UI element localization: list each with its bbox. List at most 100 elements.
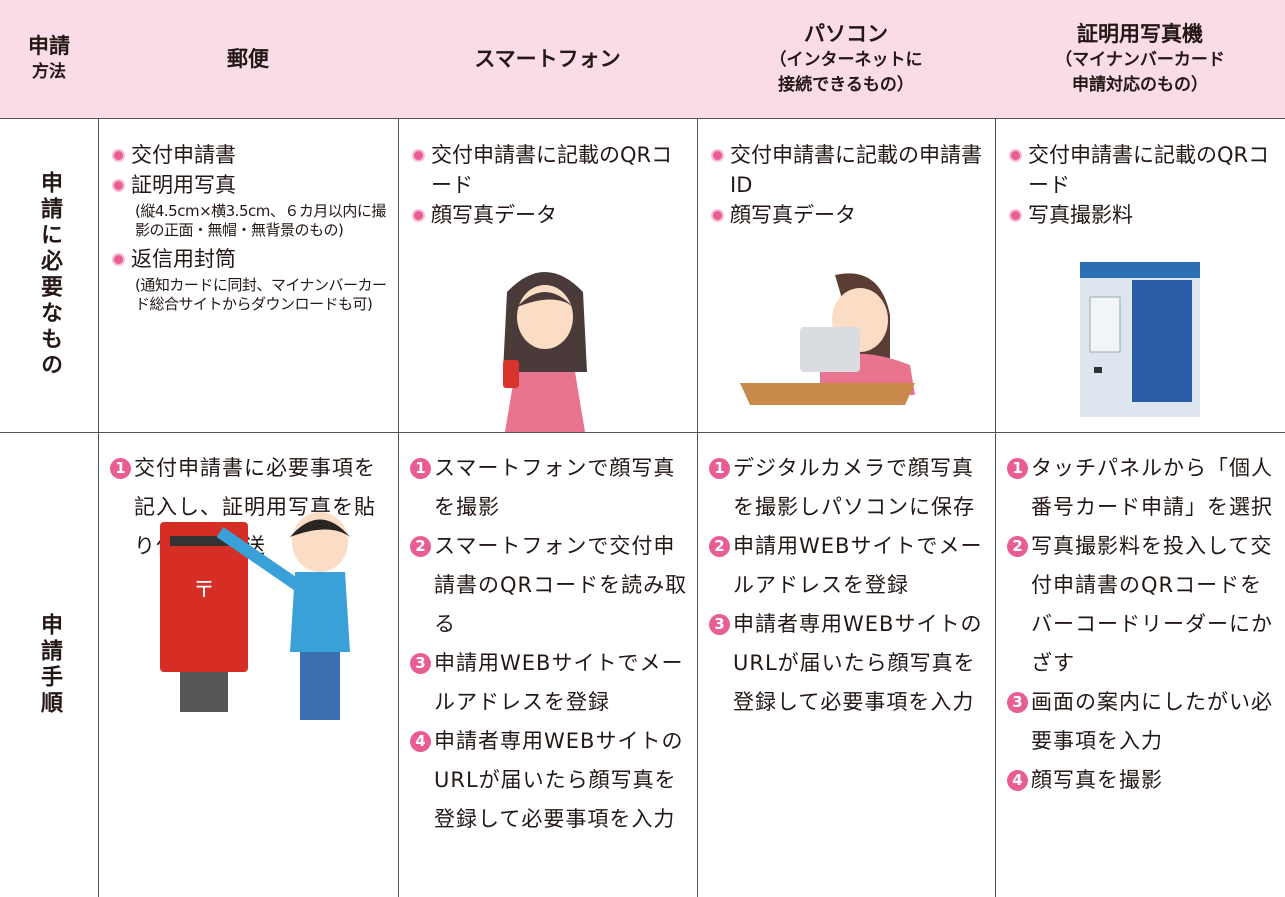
step: 4 申請者専用WEBサイトのURLが届いたら顔写真を登録して必要事項を入力: [410, 722, 689, 839]
step-number: 1: [709, 458, 730, 479]
header-cell: パソコン （インターネットに 接続できるもの）: [697, 0, 995, 118]
item-note: (縦4.5cm×横3.5cm、６カ月以内に撮影の正面・無帽・無背景のもの): [135, 202, 386, 239]
step-number: 1: [110, 458, 131, 479]
row-label: 申請に必要なもの: [0, 118, 98, 432]
photo-booth-illustration: [1080, 262, 1200, 417]
border: [995, 0, 996, 897]
border: [0, 432, 1285, 433]
item-text: 顔写真データ: [730, 203, 856, 227]
step-number: 2: [410, 536, 431, 557]
step: 2 写真撮影料を投入して交付申請書のQRコードをバーコードリーダーにかざす: [1007, 527, 1277, 683]
smartphone-illustration: [503, 272, 587, 432]
item: 交付申請書に記載の申請書ID: [709, 140, 987, 200]
item: 写真撮影料: [1007, 200, 1277, 230]
header-text: （マイナンバーカード: [1055, 49, 1225, 70]
item: 顔写真データ: [410, 200, 689, 230]
item: 証明用写真: [110, 170, 390, 200]
item-text: 交付申請書に記載の申請書ID: [730, 143, 982, 197]
step-number: 1: [1007, 458, 1028, 479]
header-text: 接続できるもの）: [778, 74, 914, 95]
svg-text:〒: 〒: [193, 578, 215, 603]
step-text: 画面の案内にしたがい必要事項を入力: [1031, 690, 1273, 753]
cell: 1 スマートフォンで顔写真を撮影 2 スマートフォンで交付申請書のQRコードを読み取る…: [410, 449, 689, 839]
bullet: [114, 181, 123, 190]
step-number: 4: [1007, 770, 1028, 791]
bullet: [713, 211, 722, 220]
item-note: (通知カードに同封、マイナンバーカード総合サイトからダウンロードも可): [135, 276, 387, 313]
border: [0, 118, 1285, 119]
step-text: 写真撮影料を投入して交付申請書のQRコードをバーコードリーダーにかざす: [1031, 534, 1273, 675]
header-text: パソコン: [804, 21, 888, 46]
item-text: 交付申請書に記載のQRコード: [431, 143, 673, 197]
header-cell: 郵便: [98, 0, 398, 118]
step: 2 申請用WEBサイトでメールアドレスを登録: [709, 527, 987, 605]
step-text: 申請用WEBサイトでメールアドレスを登録: [434, 651, 684, 714]
cell: 交付申請書に記載のQRコード写真撮影料: [1007, 140, 1277, 230]
cell: 1 デジタルカメラで顔写真を撮影しパソコンに保存 2 申請用WEBサイトでメールアドレ…: [709, 449, 987, 722]
item: 返信用封筒: [110, 244, 390, 274]
step: 1 スマートフォンで顔写真を撮影: [410, 449, 689, 527]
cell: 1 タッチパネルから「個人番号カード申請」を選択 2 写真撮影料を投入して交付申請書の…: [1007, 449, 1277, 800]
cell: 交付申請書証明用写真 (縦4.5cm×横3.5cm、６カ月以内に撮影の正面・無帽・…: [110, 140, 390, 318]
step-text: 申請用WEBサイトでメールアドレスを登録: [733, 534, 983, 597]
step-number: 3: [410, 653, 431, 674]
step: 1 デジタルカメラで顔写真を撮影しパソコンに保存: [709, 449, 987, 527]
item: 交付申請書に記載のQRコード: [1007, 140, 1277, 200]
item-text: 顔写真データ: [431, 203, 557, 227]
header-text: 方法: [32, 62, 66, 82]
header-text: 申請対応のもの）: [1072, 74, 1208, 95]
step-text: 申請者専用WEBサイトのURLが届いたら顔写真を登録して必要事項を入力: [434, 729, 684, 831]
step-text: デジタルカメラで顔写真を撮影しパソコンに保存: [733, 456, 975, 519]
step-text: 申請者専用WEBサイトのURLが届いたら顔写真を登録して必要事項を入力: [733, 612, 983, 714]
row-label-text: 申請手順: [37, 612, 62, 717]
item-text: 交付申請書: [131, 143, 236, 167]
bullet: [1011, 151, 1020, 160]
item: 交付申請書に記載のQRコード: [410, 140, 689, 200]
item-text: 返信用封筒: [131, 247, 236, 271]
step-text: スマートフォンで交付申請書のQRコードを読み取る: [434, 534, 688, 636]
step-text: 顔写真を撮影: [1031, 768, 1163, 792]
step-number: 1: [410, 458, 431, 479]
border: [98, 0, 99, 897]
step: 3 申請用WEBサイトでメールアドレスを登録: [410, 644, 689, 722]
item: 交付申請書: [110, 140, 390, 170]
header-text: 申請: [28, 34, 70, 58]
item: 顔写真データ: [709, 200, 987, 230]
bullet: [114, 255, 123, 264]
row-label-text: 申請に必要なもの: [37, 171, 62, 379]
step: 4 顔写真を撮影: [1007, 761, 1277, 800]
item-text: 写真撮影料: [1028, 203, 1133, 227]
step: 3 画面の案内にしたがい必要事項を入力: [1007, 683, 1277, 761]
bullet: [713, 151, 722, 160]
cell: 交付申請書に記載のQRコード顔写真データ: [410, 140, 689, 230]
cell: 交付申請書に記載の申請書ID 顔写真データ: [709, 140, 987, 230]
bullet: [114, 151, 123, 160]
postbox-illustration: 〒: [160, 512, 350, 720]
step-text: タッチパネルから「個人番号カード申請」を選択: [1031, 456, 1273, 519]
header-text: （インターネットに: [769, 49, 923, 70]
step: 1 タッチパネルから「個人番号カード申請」を選択: [1007, 449, 1277, 527]
step: 2 スマートフォンで交付申請書のQRコードを読み取る: [410, 527, 689, 644]
item-text: 証明用写真: [131, 173, 236, 197]
bullet: [414, 151, 423, 160]
step-number: 3: [709, 614, 730, 635]
header-cell: スマートフォン: [398, 0, 697, 118]
header-text: 証明用写真機: [1077, 21, 1203, 46]
step-number: 3: [1007, 692, 1028, 713]
header-cell: 証明用写真機 （マイナンバーカード 申請対応のもの）: [995, 0, 1285, 118]
item-text: 交付申請書に記載のQRコード: [1028, 143, 1270, 197]
step-number: 2: [709, 536, 730, 557]
step: 3 申請者専用WEBサイトのURLが届いたら顔写真を登録して必要事項を入力: [709, 605, 987, 722]
border: [398, 0, 399, 897]
pc-illustration: [740, 273, 915, 405]
header-cell: 申請 方法: [0, 0, 98, 118]
header-text: 郵便: [227, 46, 269, 71]
row-label: 申請手順: [0, 432, 98, 897]
border: [697, 0, 698, 897]
step-number: 2: [1007, 536, 1028, 557]
header-text: スマートフォン: [474, 46, 621, 71]
step-text: スマートフォンで顔写真を撮影: [434, 456, 676, 519]
bullet: [414, 211, 423, 220]
bullet: [1011, 211, 1020, 220]
